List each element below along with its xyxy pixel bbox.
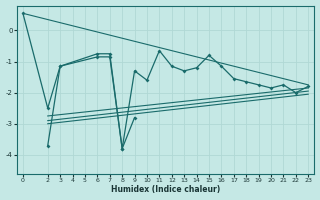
X-axis label: Humidex (Indice chaleur): Humidex (Indice chaleur)	[111, 185, 220, 194]
